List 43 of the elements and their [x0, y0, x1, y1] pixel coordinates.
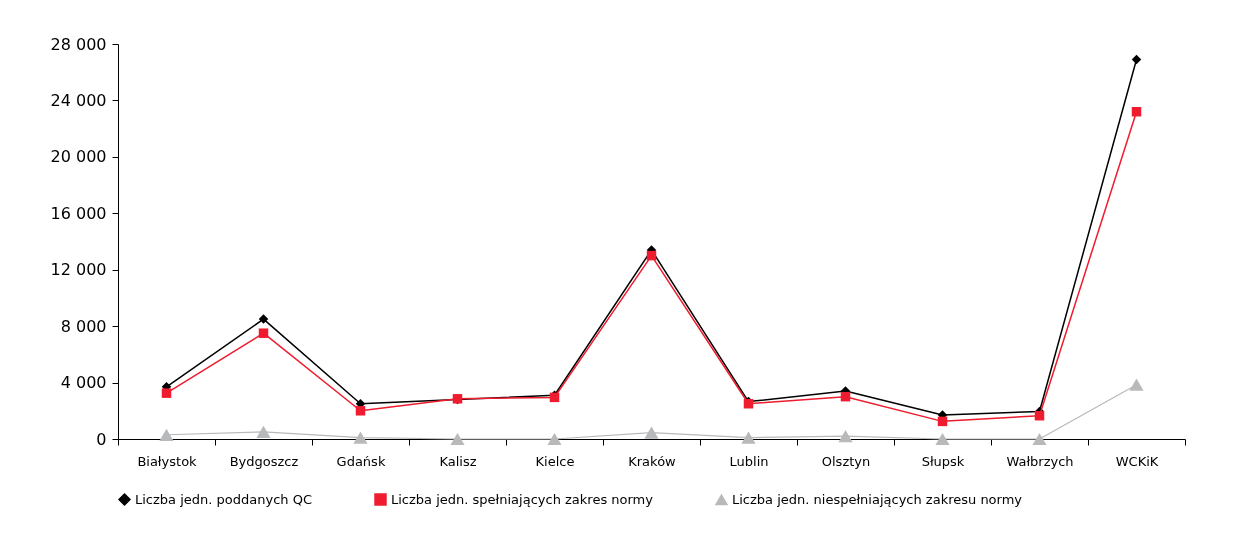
y-tick-label: 24 000: [50, 90, 107, 110]
y-tick-label: 12 000: [50, 260, 107, 280]
legend-label: Liczba jedn. poddanych QC: [135, 491, 312, 507]
point: [1032, 432, 1047, 446]
x-tick-label: Białystok: [137, 453, 198, 469]
point: [355, 406, 366, 416]
point: [937, 416, 948, 427]
y-tick-label: 8 000: [60, 316, 107, 336]
x-tick-label: Gdańsk: [336, 453, 386, 469]
point: [1131, 106, 1142, 117]
point: [644, 426, 659, 439]
x-tick-label: WCKiK: [1115, 453, 1159, 469]
point: [258, 328, 269, 338]
x-tick-label: Słupsk: [921, 453, 965, 469]
legend-label: Liczba jedn. spełniających zakres normy: [391, 491, 654, 507]
point: [1131, 54, 1142, 65]
point: [450, 432, 465, 446]
x-tick-label: Wałbrzych: [1006, 453, 1074, 469]
point: [159, 428, 174, 441]
y-tick-label: 16 000: [50, 203, 107, 223]
x-tick-label: Kielce: [535, 453, 575, 469]
x-tick-label: Lublin: [729, 453, 769, 469]
point: [741, 431, 756, 444]
point: [1034, 410, 1045, 421]
point: [353, 431, 368, 444]
y-tick-label: 0: [96, 429, 107, 449]
point: [840, 391, 851, 402]
x-tick-label: Olsztyn: [821, 453, 871, 469]
point: [256, 425, 271, 439]
x-tick-label: Kraków: [628, 453, 677, 469]
point: [935, 432, 950, 446]
point: [547, 432, 562, 446]
y-tick-label: 4 000: [60, 373, 107, 393]
x-tick-label: Bydgoszcz: [229, 453, 299, 469]
legend-label: Liczba jedn. niespełniających zakresu normy: [732, 491, 1023, 507]
point: [161, 388, 172, 398]
y-tick-label: 20 000: [50, 147, 107, 167]
point: [1129, 378, 1144, 391]
point: [258, 314, 269, 324]
point: [646, 250, 657, 261]
x-tick-label: Kalisz: [439, 453, 477, 469]
point: [838, 430, 853, 443]
y-tick-label: 28 000: [50, 34, 107, 54]
